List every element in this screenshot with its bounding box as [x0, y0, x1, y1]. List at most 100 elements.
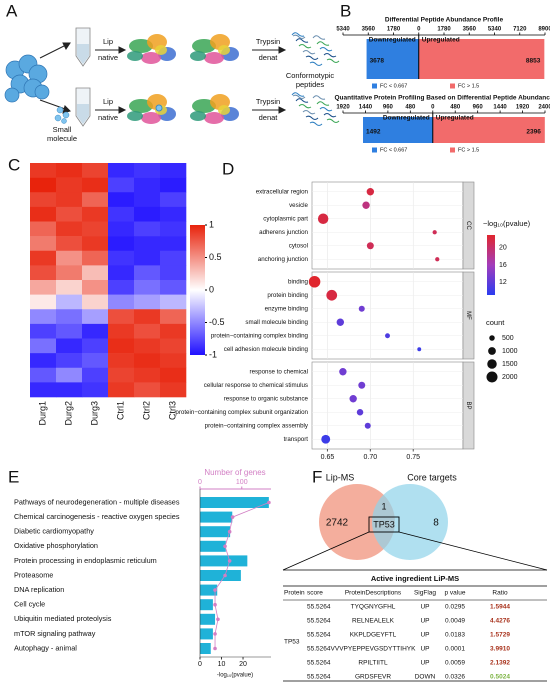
- x-tick-label: 480: [450, 105, 461, 111]
- protein-part: [129, 39, 153, 53]
- dot: [336, 318, 345, 326]
- heatmap-cell: [160, 163, 187, 178]
- table-cell: 0.0295: [445, 604, 465, 611]
- column-header: SigFlag: [414, 590, 436, 597]
- heatmap-cell: [108, 221, 135, 237]
- dot: [362, 201, 370, 209]
- heatmap-cell: [108, 206, 135, 222]
- peptide: [292, 34, 306, 39]
- bar: [432, 117, 545, 143]
- category-label: protein−containing complex assembly: [205, 422, 309, 429]
- peptide: [298, 104, 312, 109]
- heatmap-cell: [108, 265, 135, 281]
- dot: [432, 230, 437, 235]
- count-label: 8: [433, 518, 439, 529]
- step-label: denat: [259, 53, 279, 62]
- size-label: 2000: [502, 374, 518, 381]
- heatmap-cell: [30, 177, 57, 193]
- category-label: cytoplasmic part: [263, 215, 308, 222]
- chart-title: Differential Peptide Abundance Profile: [385, 17, 504, 24]
- heatmap-cell: [56, 221, 83, 237]
- heatmap-cell: [134, 294, 161, 310]
- table-cell: 55.5264: [307, 632, 331, 639]
- table-cell: KKPLDGEYFTL: [350, 632, 397, 639]
- heatmap-cell: [30, 280, 57, 295]
- peptide: [295, 98, 309, 103]
- category-label: anchoring junction: [258, 256, 309, 263]
- column-label: Ctrl2: [141, 401, 151, 420]
- x-tick-label: 0: [417, 27, 421, 33]
- heatmap-cell: [160, 338, 187, 354]
- dot: [385, 333, 390, 339]
- size-key: [489, 335, 495, 341]
- heatmap-cell: [82, 177, 109, 193]
- colorbar-label: -0.5: [209, 317, 225, 327]
- table-cell: 0.0049: [445, 618, 465, 625]
- gene-count-point: [213, 632, 217, 636]
- step-label: native: [98, 53, 118, 62]
- protein-part: [127, 51, 143, 61]
- heatmap-cell: [82, 353, 109, 369]
- protein-structures: [127, 34, 239, 124]
- facet-label: MF: [465, 311, 471, 320]
- dot: [317, 213, 329, 224]
- step-label: Lip: [103, 37, 113, 46]
- category-label: Downregulated: [369, 37, 416, 44]
- size-label: 1500: [502, 361, 518, 368]
- protein-part: [192, 99, 216, 113]
- category-label: small molecule binding: [245, 319, 308, 326]
- heatmap-cell: [108, 236, 135, 252]
- panel-label: B: [340, 1, 351, 20]
- table-cell: 0.0059: [445, 660, 465, 667]
- size-key: [486, 371, 498, 383]
- shared-box: [368, 516, 400, 533]
- gene-count-point: [213, 602, 217, 607]
- set-label: Lip-MS: [326, 472, 355, 482]
- heatmap-cell: [134, 206, 161, 222]
- facet-strip: [462, 361, 475, 450]
- heatmap-cell: [30, 367, 57, 383]
- peptide: [305, 55, 319, 60]
- heatmap-cell: [30, 206, 57, 222]
- heatmap-cell: [134, 367, 161, 383]
- gene-count-point: [223, 573, 227, 578]
- category-label: Proteasome: [14, 570, 53, 579]
- heatmap-cell: [30, 163, 57, 178]
- facet-label: CC: [465, 221, 471, 230]
- table-cell: 3.9910: [490, 646, 510, 653]
- gene-count-point: [213, 588, 217, 592]
- set-label: Core targets: [407, 472, 457, 482]
- value-label: 8853: [526, 58, 541, 65]
- colorbar-label: 12: [499, 279, 507, 286]
- category-label: adherens junction: [259, 229, 308, 236]
- heatmap-cell: [108, 382, 135, 398]
- category-label: Autophagy - animal: [14, 643, 77, 652]
- x-tick-label: 10: [218, 661, 226, 668]
- facet-panel: [311, 181, 464, 270]
- legend-label: FC > 1.5: [458, 147, 479, 153]
- heatmap-cell: [56, 163, 83, 178]
- heatmap-cell: [56, 177, 83, 193]
- heatmap-cell: [56, 367, 83, 383]
- protein-part: [141, 112, 161, 124]
- table-cell: 0.0183: [445, 632, 465, 639]
- legend-title: −log₁₀(pvalue): [483, 219, 531, 228]
- peptide: [319, 47, 333, 52]
- x-tick-label: 0.70: [364, 454, 378, 461]
- bar: [200, 526, 231, 538]
- heatmap-cell: [82, 323, 109, 339]
- treatment-label: Small: [53, 125, 72, 134]
- peptide: [326, 118, 340, 123]
- x-tick-label: 1780: [437, 27, 451, 33]
- heatmap-cell: [56, 236, 83, 252]
- x2-tick-label: 0: [198, 479, 202, 486]
- gene-count-point: [216, 617, 220, 622]
- column-label: Ctrl3: [167, 401, 177, 420]
- column-label: Durg2: [63, 401, 73, 426]
- heatmap-cell: [108, 353, 135, 369]
- callout-line: [398, 531, 548, 571]
- dot: [358, 305, 365, 312]
- table-cell: UP: [420, 646, 429, 653]
- heatmap-cell: [134, 221, 161, 237]
